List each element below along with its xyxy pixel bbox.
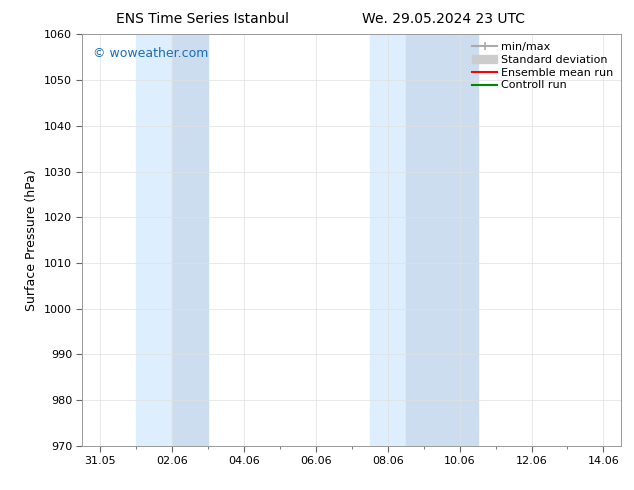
Legend: min/max, Standard deviation, Ensemble mean run, Controll run: min/max, Standard deviation, Ensemble me… xyxy=(470,40,616,93)
Bar xyxy=(136,34,172,446)
Bar xyxy=(172,34,208,446)
Text: ENS Time Series Istanbul: ENS Time Series Istanbul xyxy=(117,12,289,26)
Text: We. 29.05.2024 23 UTC: We. 29.05.2024 23 UTC xyxy=(362,12,526,26)
Text: © woweather.com: © woweather.com xyxy=(93,47,209,60)
Bar xyxy=(406,34,477,446)
Bar xyxy=(370,34,406,446)
Y-axis label: Surface Pressure (hPa): Surface Pressure (hPa) xyxy=(25,169,38,311)
